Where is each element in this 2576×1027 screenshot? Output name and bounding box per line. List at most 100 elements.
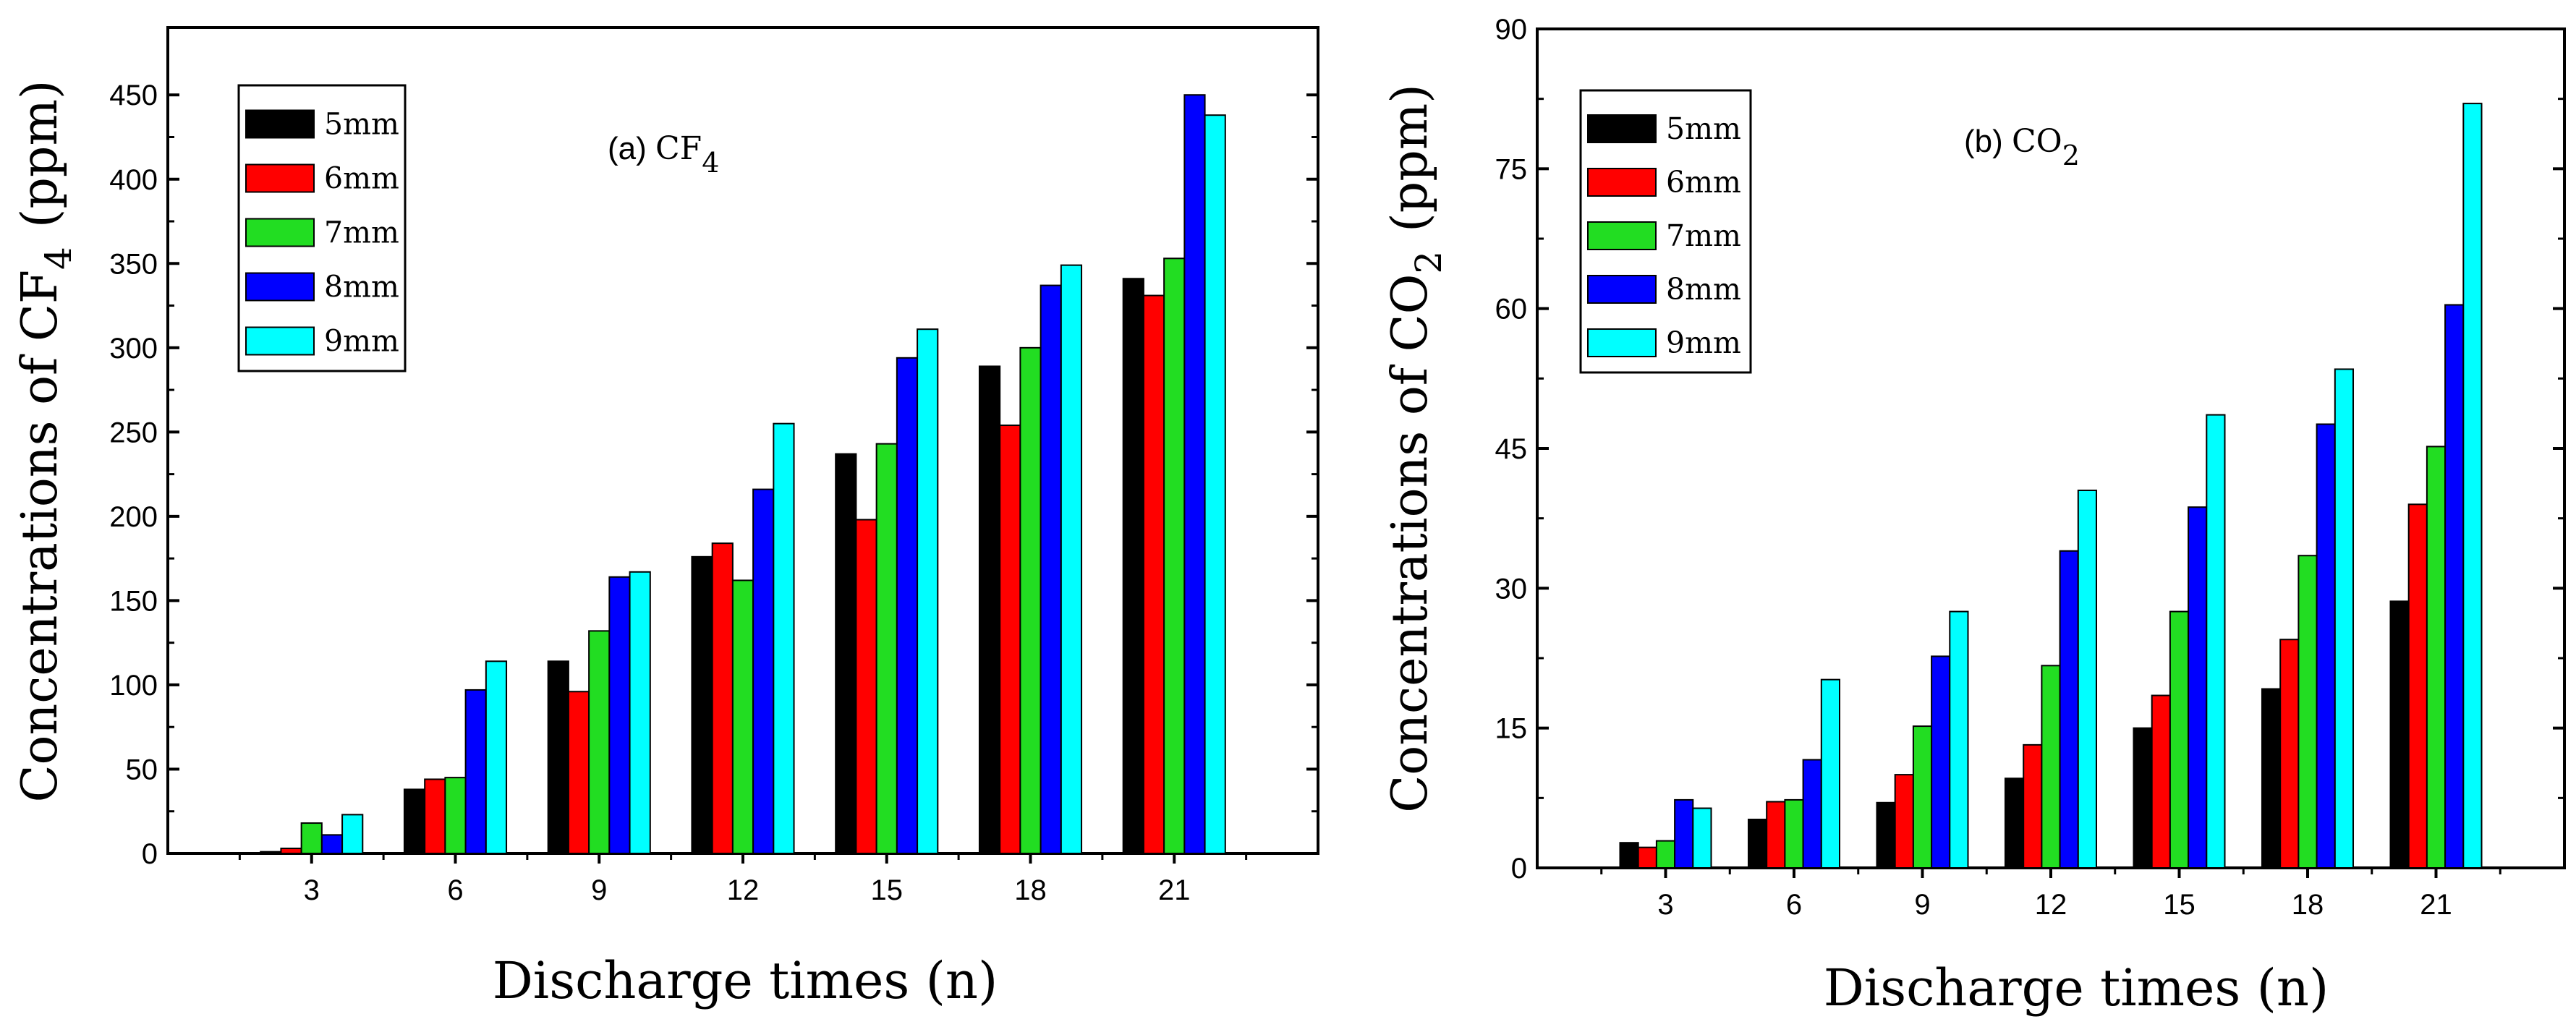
panel-title: (b) CO2 <box>1964 123 2080 171</box>
bar-8mm-12 <box>752 488 775 854</box>
bar-6mm-3 <box>280 848 302 855</box>
bar-6mm-3 <box>1637 846 1657 869</box>
y-axis-label-main: Concentrations of CO <box>1382 274 1439 813</box>
y-tick-label: 450 <box>109 80 158 111</box>
bar-9mm-6 <box>1820 678 1841 869</box>
bar-6mm-21 <box>2407 503 2428 869</box>
bar-5mm-18 <box>2261 688 2282 869</box>
bar-9mm-6 <box>485 660 508 854</box>
legend-swatch-9mm <box>1587 328 1657 357</box>
bar-5mm-21 <box>2389 600 2410 869</box>
bar-8mm-9 <box>1931 655 1951 869</box>
bar-9mm-15 <box>2206 414 2226 869</box>
legend-swatch-9mm <box>245 326 315 356</box>
chart-cf4: 0 50 100 150 200 250 300 350 400 450 3 6 9 12 15 18 21 5m… <box>12 26 1319 1010</box>
y-tick-label: 0 <box>142 838 158 870</box>
y-tick-label: 75 <box>1495 153 1528 185</box>
legend-label-7mm: 7mm <box>1666 218 1741 253</box>
panel-species-subscript: 4 <box>702 147 719 179</box>
bar-5mm-21 <box>1122 278 1144 854</box>
bar-5mm-6 <box>403 788 426 855</box>
x-tick-label: 6 <box>1786 889 1802 921</box>
legend-label-6mm: 6mm <box>324 161 399 196</box>
y-tick-label: 300 <box>109 333 158 365</box>
bar-8mm-3 <box>1674 798 1694 869</box>
bar-9mm-18 <box>2334 368 2355 869</box>
x-tick-label: 3 <box>1657 889 1673 921</box>
x-tick-label: 9 <box>591 874 607 906</box>
bar-6mm-9 <box>567 691 590 854</box>
x-tick-label: 18 <box>1014 874 1047 906</box>
bar-6mm-18 <box>2279 639 2300 869</box>
y-axis-label-main: Concentrations of CF <box>12 270 69 803</box>
bar-6mm-6 <box>1766 801 1786 869</box>
x-tick-label: 21 <box>1158 874 1191 906</box>
legend-swatch-8mm <box>1587 275 1657 304</box>
bar-5mm-15 <box>835 453 857 854</box>
bar-9mm-9 <box>629 571 651 855</box>
bar-7mm-12 <box>731 579 754 854</box>
bar-8mm-21 <box>2444 304 2465 869</box>
bar-9mm-3 <box>341 814 364 854</box>
bar-8mm-3 <box>320 834 344 855</box>
bar-8mm-21 <box>1183 94 1206 854</box>
y-tick-label: 350 <box>109 248 158 280</box>
bar-6mm-12 <box>711 542 734 854</box>
y-axis-label-subscript: 4 <box>38 247 80 270</box>
x-tick-label: 6 <box>447 874 463 906</box>
bar-9mm-15 <box>917 328 939 855</box>
y-tick-label: 100 <box>109 670 158 702</box>
y-tick-label: 200 <box>109 501 158 533</box>
x-tick-label: 12 <box>727 874 760 906</box>
y-axis-label-unit: (ppm) <box>1382 84 1439 232</box>
bar-8mm-9 <box>608 576 631 854</box>
bar-5mm-3 <box>1619 842 1639 869</box>
legend-swatch-7mm <box>245 218 315 247</box>
bar-9mm-21 <box>2462 103 2483 869</box>
legend-label-9mm: 9mm <box>1666 325 1741 360</box>
bar-7mm-6 <box>444 777 467 854</box>
bar-5mm-15 <box>2133 727 2153 869</box>
x-tick-label: 21 <box>2420 889 2452 921</box>
legend-label-7mm: 7mm <box>324 216 399 250</box>
bar-5mm-12 <box>691 555 713 854</box>
bar-7mm-3 <box>300 822 323 854</box>
y-tick-label: 60 <box>1495 294 1528 325</box>
x-tick-label: 12 <box>2035 889 2067 921</box>
bar-8mm-6 <box>1802 759 1822 869</box>
bar-9mm-12 <box>2077 490 2098 869</box>
legend-label-5mm: 5mm <box>324 107 399 142</box>
legend-swatch-5mm <box>1587 114 1657 143</box>
y-tick-label: 400 <box>109 164 158 196</box>
bar-5mm-9 <box>1876 801 1896 869</box>
legend-swatch-6mm <box>245 163 315 193</box>
x-tick-label: 9 <box>1914 889 1930 921</box>
bar-6mm-6 <box>424 778 446 854</box>
y-tick-label: 90 <box>1495 14 1528 46</box>
y-tick-label: 30 <box>1495 573 1528 605</box>
bar-7mm-9 <box>588 630 611 854</box>
panel-label: (a) <box>608 131 655 166</box>
x-tick-label: 15 <box>871 874 904 906</box>
y-axis-label: Concentrations of CF4 (ppm) <box>12 80 80 803</box>
panel-species: CF <box>655 130 702 167</box>
bar-7mm-21 <box>1163 257 1186 854</box>
bar-9mm-12 <box>773 422 795 854</box>
bar-8mm-12 <box>2059 550 2079 869</box>
bar-9mm-3 <box>1692 807 1712 869</box>
bar-9mm-9 <box>1949 610 1969 869</box>
bar-7mm-15 <box>2169 610 2190 869</box>
legend-label-8mm: 8mm <box>324 270 399 304</box>
bar-7mm-18 <box>2297 555 2318 869</box>
panel-species-subscript: 2 <box>2062 140 2080 171</box>
bar-7mm-21 <box>2426 446 2447 869</box>
bar-6mm-18 <box>999 425 1021 854</box>
bar-8mm-6 <box>464 689 487 854</box>
bar-5mm-6 <box>1747 818 1768 869</box>
bar-8mm-15 <box>896 357 919 854</box>
x-tick-label: 3 <box>304 874 320 906</box>
legend-label-9mm: 9mm <box>324 324 399 359</box>
x-tick-label: 15 <box>2163 889 2195 921</box>
legend-label-6mm: 6mm <box>1666 165 1741 200</box>
bar-6mm-15 <box>855 519 877 854</box>
